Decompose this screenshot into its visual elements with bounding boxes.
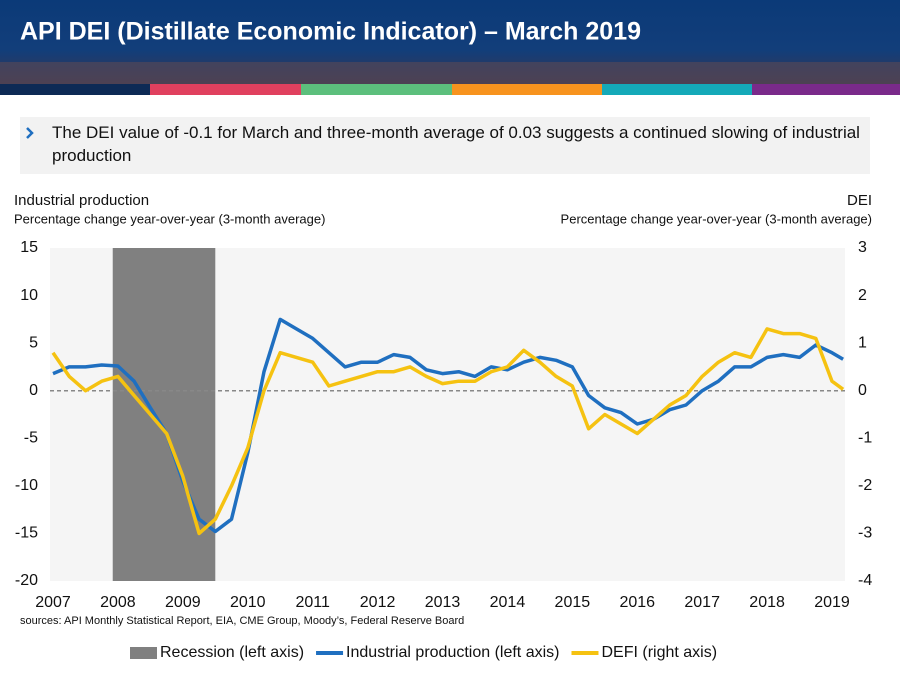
y-tick-label: -15 bbox=[15, 525, 38, 542]
y2-tick-label: -2 bbox=[858, 477, 872, 494]
y2-tick-label: 3 bbox=[858, 239, 867, 256]
bullet-box bbox=[20, 117, 870, 174]
y2-tick-label: -3 bbox=[858, 525, 872, 542]
y2-sublabel: Percentage change year-over-year (3-mont… bbox=[561, 211, 872, 226]
y-tick-label: 0 bbox=[29, 382, 38, 399]
y2-tick-label: 1 bbox=[858, 334, 867, 351]
strip bbox=[752, 84, 900, 95]
x-tick-label: 2013 bbox=[425, 594, 461, 611]
x-tick-label: 2016 bbox=[619, 594, 655, 611]
y2-tick-label: 0 bbox=[858, 382, 867, 399]
x-tick-label: 2011 bbox=[295, 594, 330, 611]
bullet-icon bbox=[26, 127, 34, 139]
x-tick-label: 2015 bbox=[555, 594, 591, 611]
legend-swatch bbox=[130, 647, 157, 659]
legend-label: DEFI (right axis) bbox=[601, 644, 717, 661]
x-tick-label: 2007 bbox=[35, 594, 71, 611]
strip bbox=[602, 84, 752, 95]
bullet-text: The DEI value of -0.1 for March and thre… bbox=[52, 123, 860, 165]
y-tick-label: 10 bbox=[20, 287, 38, 304]
x-tick-label: 2018 bbox=[749, 594, 785, 611]
bullet-wrap: The DEI value of -0.1 for March and thre… bbox=[52, 123, 860, 165]
y-tick-label: -5 bbox=[24, 430, 38, 447]
x-tick-label: 2009 bbox=[165, 594, 201, 611]
x-tick-label: 2017 bbox=[684, 594, 720, 611]
city-lights bbox=[0, 62, 900, 84]
y-tick-label: 15 bbox=[20, 239, 38, 256]
slide-title: API DEI (Distillate Economic Indicator) … bbox=[20, 18, 641, 46]
x-tick-label: 2012 bbox=[360, 594, 396, 611]
x-tick-label: 2008 bbox=[100, 594, 136, 611]
x-tick-label: 2010 bbox=[230, 594, 266, 611]
y-label: Industrial production bbox=[14, 192, 149, 209]
strip bbox=[452, 84, 602, 95]
x-tick-label: 2019 bbox=[814, 594, 850, 611]
strip bbox=[301, 84, 452, 95]
legend-label: Recession (left axis) bbox=[160, 644, 304, 661]
source: sources: API Monthly Statistical Report,… bbox=[20, 615, 464, 627]
y2-tick-label: 2 bbox=[858, 287, 867, 304]
strip bbox=[150, 84, 301, 95]
y-tick-label: -10 bbox=[15, 477, 38, 494]
y-tick-label: 5 bbox=[29, 334, 38, 351]
y2-label: DEI bbox=[847, 192, 872, 209]
x-tick-label: 2014 bbox=[490, 594, 526, 611]
series-line bbox=[51, 327, 845, 536]
y2-tick-label: -1 bbox=[858, 430, 872, 447]
strip bbox=[0, 84, 150, 95]
y2-tick-label: -4 bbox=[858, 572, 872, 589]
y-tick-label: -20 bbox=[15, 572, 38, 589]
legend-label: Industrial production (left axis) bbox=[346, 644, 559, 661]
y-sublabel: Percentage change year-over-year (3-mont… bbox=[14, 211, 325, 226]
